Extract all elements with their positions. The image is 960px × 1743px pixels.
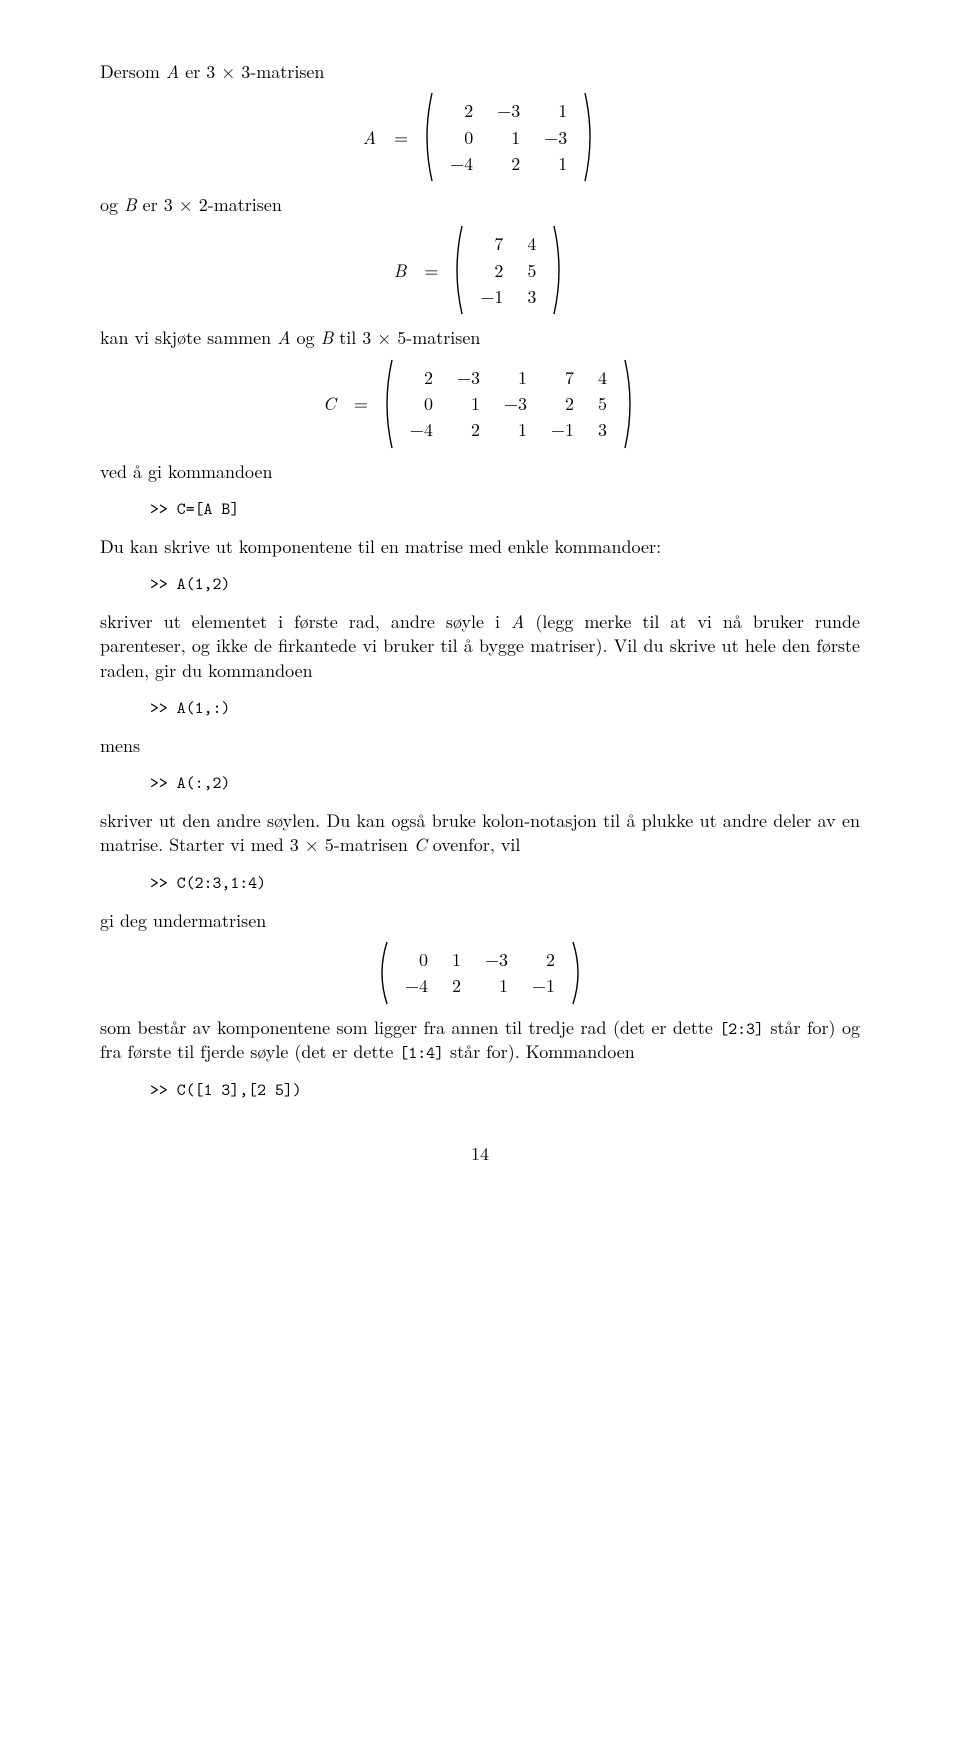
var-A: A bbox=[511, 609, 524, 634]
text: Dersom bbox=[100, 59, 166, 84]
para-1: Dersom A er 3 × 3-matrisen bbox=[100, 60, 860, 84]
matrix-cell: 7 bbox=[468, 231, 515, 257]
matrix-C-display: C = 2−317401−325−421−13 bbox=[100, 359, 860, 450]
matrix-cell: −3 bbox=[485, 98, 532, 124]
matrix-cell: −3 bbox=[532, 125, 579, 151]
matrix-A-display: A = 2−3101−3−421 bbox=[100, 92, 860, 183]
matrix-C: 2−317401−325−421−13 bbox=[380, 359, 637, 450]
matrix-D: 01−32−421−1 bbox=[375, 941, 585, 1006]
para-3: kan vi skjøte sammen A og B til 3 × 5-ma… bbox=[100, 326, 860, 350]
para-7: mens bbox=[100, 734, 860, 758]
matrix-cell: −3 bbox=[445, 365, 492, 391]
text: som består av komponentene som ligger fr… bbox=[100, 1015, 719, 1040]
matrix-cell: 4 bbox=[515, 231, 548, 257]
matrix-C-label: C bbox=[323, 392, 336, 416]
page-number: 14 bbox=[100, 1142, 860, 1166]
matrix-cell: 3 bbox=[586, 417, 619, 443]
matrix-cell: 5 bbox=[586, 391, 619, 417]
para-8: skriver ut den andre søylen. Du kan også… bbox=[100, 809, 860, 858]
text: og bbox=[291, 325, 321, 350]
matrix-A: 2−3101−3−421 bbox=[420, 92, 597, 183]
code-block-1: >> C=[A B] bbox=[150, 498, 860, 521]
code-block-3: >> A(1,:) bbox=[150, 697, 860, 720]
code-block-2: >> A(1,2) bbox=[150, 573, 860, 596]
code-block-6: >> C([1 3],[2 5]) bbox=[150, 1079, 860, 1102]
matrix-cell: 1 bbox=[473, 973, 520, 999]
tt-range-1: [2:3] bbox=[719, 1018, 764, 1040]
para-9: gi deg undermatrisen bbox=[100, 909, 860, 933]
matrix-A-label: A bbox=[363, 126, 376, 150]
equals-sign: = bbox=[394, 126, 408, 150]
left-paren-icon bbox=[450, 225, 464, 315]
text: er 3 × 3-matrisen bbox=[179, 59, 324, 84]
matrix-B: 7425−13 bbox=[450, 225, 566, 316]
matrix-cell: −4 bbox=[438, 151, 485, 177]
right-paren-icon bbox=[571, 941, 585, 1005]
matrix-cell: 1 bbox=[532, 98, 579, 124]
var-C: C bbox=[414, 832, 427, 857]
matrix-cell: 0 bbox=[438, 125, 485, 151]
matrix-B-display: B = 7425−13 bbox=[100, 225, 860, 316]
var-B: B bbox=[124, 192, 137, 217]
para-5: Du kan skrive ut komponentene til en mat… bbox=[100, 535, 860, 559]
var-A: A bbox=[166, 59, 179, 84]
equals-sign: = bbox=[354, 392, 368, 416]
matrix-cell: −3 bbox=[473, 947, 520, 973]
matrix-D-display: 01−32−421−1 bbox=[100, 941, 860, 1006]
matrix-cell: 2 bbox=[445, 417, 492, 443]
matrix-cell: 1 bbox=[440, 947, 473, 973]
matrix-cell: −4 bbox=[398, 417, 445, 443]
matrix-cell: 2 bbox=[539, 391, 586, 417]
matrix-cell: 0 bbox=[393, 947, 440, 973]
equals-sign: = bbox=[424, 259, 438, 283]
matrix-cell: 2 bbox=[520, 947, 567, 973]
matrix-cell: 1 bbox=[445, 391, 492, 417]
matrix-cell: 2 bbox=[468, 258, 515, 284]
matrix-cell: −3 bbox=[492, 391, 539, 417]
matrix-cell: 0 bbox=[398, 391, 445, 417]
matrix-cell: 5 bbox=[515, 258, 548, 284]
left-paren-icon bbox=[375, 941, 389, 1005]
matrix-cell: 4 bbox=[586, 365, 619, 391]
text: ovenfor, vil bbox=[427, 832, 521, 857]
matrix-cell: 2 bbox=[398, 365, 445, 391]
text: er 3 × 2-matrisen bbox=[137, 192, 282, 217]
matrix-B-label: B bbox=[394, 259, 407, 283]
matrix-cell: 3 bbox=[515, 284, 548, 310]
right-paren-icon bbox=[623, 359, 637, 449]
matrix-cell: −1 bbox=[468, 284, 515, 310]
matrix-cell: 1 bbox=[492, 365, 539, 391]
para-10: som består av komponentene som ligger fr… bbox=[100, 1016, 860, 1066]
tt-range-2: [1:4] bbox=[399, 1042, 444, 1064]
var-B: B bbox=[321, 325, 334, 350]
right-paren-icon bbox=[552, 225, 566, 315]
text: og bbox=[100, 192, 124, 217]
matrix-cell: 2 bbox=[438, 98, 485, 124]
matrix-cell: −1 bbox=[520, 973, 567, 999]
para-4: ved å gi kommandoen bbox=[100, 460, 860, 484]
matrix-cell: −4 bbox=[393, 973, 440, 999]
left-paren-icon bbox=[380, 359, 394, 449]
text: står for). Kommandoen bbox=[444, 1039, 635, 1064]
para-6: skriver ut elementet i første rad, andre… bbox=[100, 610, 860, 683]
text: kan vi skjøte sammen bbox=[100, 325, 277, 350]
matrix-cell: 7 bbox=[539, 365, 586, 391]
matrix-cell: 2 bbox=[485, 151, 532, 177]
code-block-4: >> A(:,2) bbox=[150, 772, 860, 795]
matrix-cell: 1 bbox=[492, 417, 539, 443]
right-paren-icon bbox=[583, 92, 597, 182]
para-2: og B er 3 × 2-matrisen bbox=[100, 193, 860, 217]
matrix-cell: 1 bbox=[532, 151, 579, 177]
matrix-cell: 1 bbox=[485, 125, 532, 151]
matrix-cell: −1 bbox=[539, 417, 586, 443]
matrix-cell: 2 bbox=[440, 973, 473, 999]
var-A: A bbox=[277, 325, 290, 350]
code-block-5: >> C(2:3,1:4) bbox=[150, 872, 860, 895]
text: til 3 × 5-matrisen bbox=[333, 325, 480, 350]
text: skriver ut elementet i første rad, andre… bbox=[100, 609, 511, 634]
left-paren-icon bbox=[420, 92, 434, 182]
